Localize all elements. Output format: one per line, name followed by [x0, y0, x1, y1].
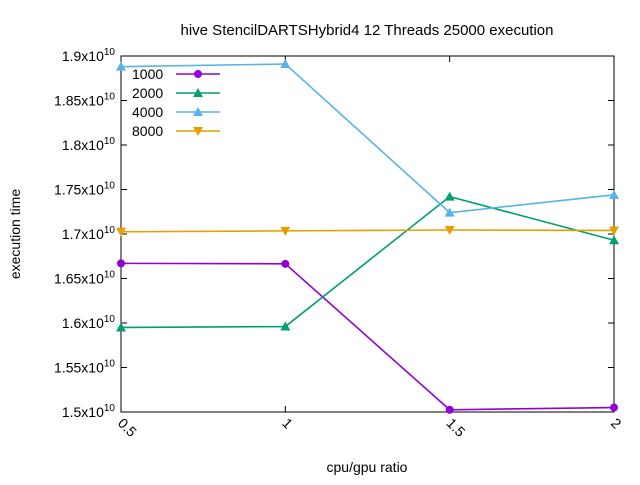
legend-marker: [193, 107, 203, 116]
data-point: [116, 61, 126, 71]
y-tick-label: 1.75x1010: [54, 181, 115, 198]
legend-label: 1000: [132, 66, 163, 82]
legend-marker: [193, 127, 203, 136]
x-tick-label: 2: [608, 415, 625, 432]
series-line: [120, 262, 615, 411]
data-point: [116, 322, 126, 332]
y-tick-label: 1.65x1010: [54, 270, 115, 287]
legend-entry: 2000: [132, 85, 220, 101]
data-point: [280, 59, 291, 69]
series-2000: [116, 191, 619, 332]
data-point: [117, 259, 125, 268]
y-tick-label: 1.85x1010: [54, 92, 115, 109]
legend-label: 4000: [132, 104, 163, 120]
series-layer: [116, 59, 619, 414]
y-tick-label: 1.5x1010: [62, 403, 116, 420]
data-point: [445, 405, 454, 414]
data-point: [444, 207, 455, 217]
series-8000: [116, 225, 619, 237]
data-point: [444, 225, 455, 235]
y-tick-label: 1.9x1010: [62, 47, 116, 64]
legend-entry: 1000: [132, 66, 220, 82]
y-tick-label: 1.7x1010: [62, 225, 116, 242]
data-point: [609, 235, 619, 245]
legend: 1000 2000 4000 8000: [132, 66, 220, 139]
x-tick-label: 1.5: [444, 415, 469, 440]
legend-entry: 4000: [132, 104, 220, 120]
data-point: [610, 403, 618, 412]
legend-label: 2000: [132, 85, 163, 101]
data-point: [444, 191, 455, 201]
legend-label: 8000: [132, 123, 163, 139]
data-point: [116, 227, 126, 237]
legend-entry: 8000: [132, 123, 220, 139]
x-tick-label: 1: [279, 415, 296, 432]
series-1000: [117, 259, 618, 414]
data-point: [609, 226, 619, 236]
series-line: [120, 63, 615, 214]
data-point: [280, 226, 291, 236]
legend-marker: [194, 70, 202, 78]
y-axis-label: execution time: [7, 189, 23, 279]
y-tick-label: 1.6x1010: [62, 314, 116, 331]
legend-marker: [193, 88, 203, 97]
data-point: [280, 321, 291, 331]
data-point: [281, 259, 290, 268]
plot-frame: [120, 55, 615, 413]
series-line: [120, 195, 615, 329]
series-line: [120, 229, 615, 233]
series-4000: [116, 59, 619, 217]
y-tick-label: 1.8x1010: [62, 136, 116, 153]
x-axis-label: cpu/gpu ratio: [327, 459, 408, 475]
chart-title: hive StencilDARTSHybrid4 12 Threads 2500…: [181, 22, 554, 39]
y-tick-label: 1.55x1010: [54, 359, 115, 376]
x-axis: 0.5 1 1.5 2: [115, 56, 625, 440]
x-tick-label: 0.5: [115, 415, 140, 440]
data-point: [609, 189, 619, 199]
y-axis: 1.5x1010 1.55x1010 1.6x1010 1.65x1010 1.7x10…: [54, 47, 614, 420]
